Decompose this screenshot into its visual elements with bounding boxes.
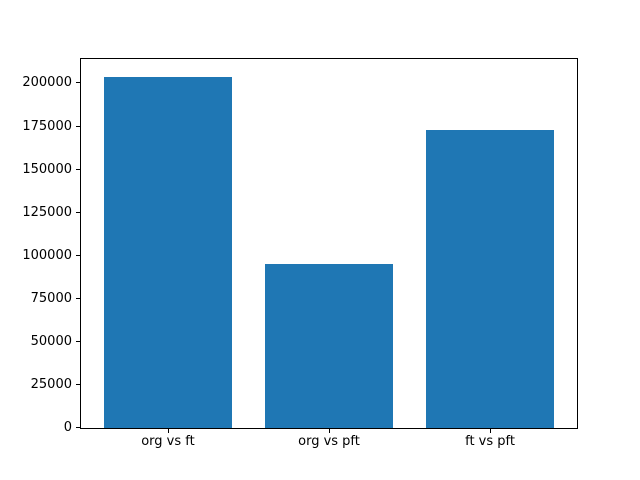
y-tick-label: 100000	[22, 247, 72, 263]
y-tick-mark	[76, 254, 80, 256]
y-tick-label: 25000	[30, 376, 72, 392]
y-tick-label: 50000	[30, 333, 72, 349]
y-tick-mark	[76, 383, 80, 385]
y-tick-label: 175000	[22, 118, 72, 134]
y-tick-mark	[76, 82, 80, 84]
y-tick-mark	[76, 297, 80, 299]
y-tick-mark	[76, 168, 80, 170]
y-tick-mark	[76, 340, 80, 342]
x-tick-label: ft vs pft	[465, 434, 515, 449]
x-tick-mark	[167, 429, 169, 433]
x-tick-label: org vs ft	[141, 434, 195, 449]
y-tick-mark	[76, 125, 80, 127]
bar-org-vs-ft	[103, 76, 233, 428]
y-tick-mark	[76, 211, 80, 213]
x-tick-label: org vs pft	[298, 434, 360, 449]
bar-org-vs-pft	[264, 264, 394, 428]
y-tick-label: 200000	[22, 75, 72, 91]
y-tick-label: 0	[63, 420, 72, 435]
y-tick-label: 75000	[30, 290, 72, 306]
bar-ft-vs-pft	[425, 129, 555, 428]
plot-area: org vs ft org vs pft ft vs pft	[76, 58, 578, 448]
y-tick-label: 125000	[22, 204, 72, 220]
x-tick-mark	[490, 429, 492, 433]
y-tick-mark	[76, 427, 80, 428]
x-tick-mark	[329, 429, 330, 433]
y-tick-label: 150000	[22, 161, 72, 177]
